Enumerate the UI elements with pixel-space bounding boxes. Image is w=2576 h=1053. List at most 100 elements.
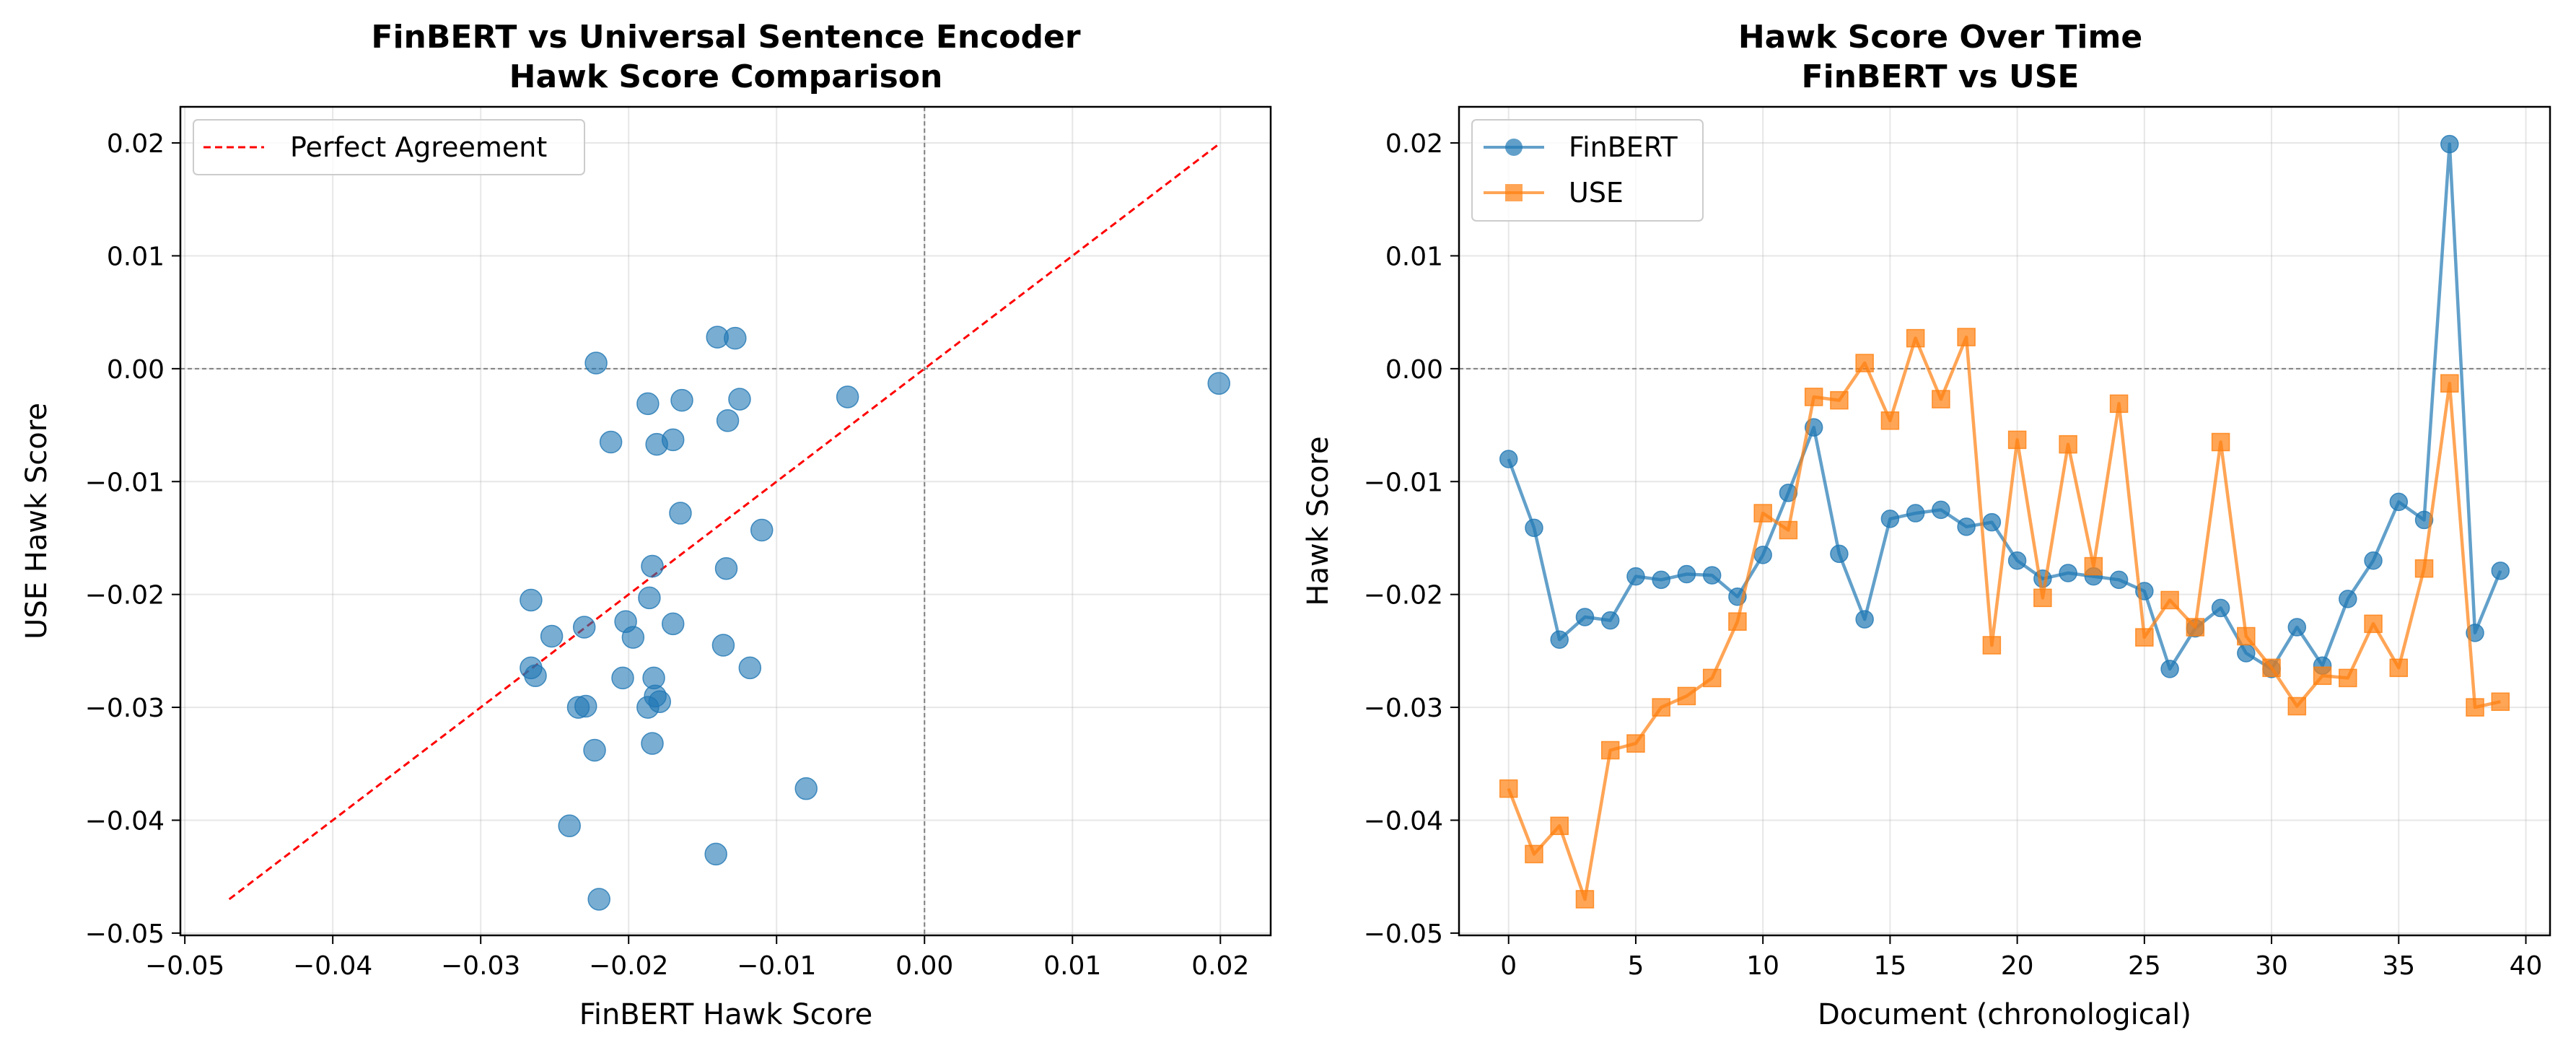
series-point-finbert (2339, 590, 2357, 608)
y-tick-label: −0.02 (85, 581, 165, 611)
x-tick-label: 10 (1746, 951, 1779, 981)
series-point-use (1880, 411, 1900, 430)
y-tick-label: −0.02 (1364, 581, 1443, 611)
series-point-finbert (2491, 562, 2510, 580)
y-tick-label: 0.01 (107, 242, 165, 271)
series-point-use (2135, 628, 2154, 647)
series-point-finbert (1855, 610, 1874, 629)
scatter-points (228, 141, 1230, 911)
scatter-point (794, 777, 818, 800)
series-point-use (1600, 740, 1620, 760)
scatter-point (728, 388, 751, 411)
series-point-finbert (1753, 546, 1772, 564)
series-point-finbert (1525, 518, 1543, 538)
y-tick-label: −0.03 (85, 694, 165, 723)
series-point-finbert (2440, 134, 2459, 154)
series-point-finbert (1626, 567, 1645, 586)
timeline-ticks: 0 5 10 15 20 25 30 35 40 −0.05 −0.04 −0.03 −0.02 −0.0… (1364, 129, 2543, 981)
series-point-use (2084, 556, 2103, 576)
scatter-point (587, 888, 610, 911)
y-tick-label: −0.04 (85, 806, 165, 836)
scatter-point (714, 556, 738, 580)
scatter-point (599, 430, 623, 454)
x-tick-label: 5 (1627, 951, 1644, 981)
series-point-finbert (2109, 570, 2129, 590)
series-point-finbert (2160, 660, 2179, 678)
scatter-point (642, 666, 665, 690)
series-point-finbert (1575, 608, 1595, 626)
series-point-use (1626, 734, 1645, 753)
scatter-point (704, 842, 727, 866)
x-tick-label: 0.00 (895, 951, 953, 981)
scatter-point (524, 664, 547, 688)
series-point-use (2059, 434, 2077, 454)
scatter-legend-box (193, 119, 585, 175)
scatter-point (706, 325, 729, 349)
x-tick-label: 25 (2128, 951, 2161, 981)
scatter-point (648, 690, 672, 713)
legend-perfect-agreement-label: Perfect Agreement (290, 131, 547, 163)
series-point-finbert (1550, 630, 1569, 649)
series-point-finbert (2059, 564, 2077, 582)
series-point-finbert (1652, 570, 1670, 590)
series-point-finbert (1957, 517, 1976, 536)
series-point-finbert (1702, 566, 1722, 585)
scatter-point (836, 385, 859, 408)
scatter-ticks: −0.05 −0.04 −0.03 −0.02 −0.01 0.00 0.01 0.02 −0.… (85, 129, 1250, 981)
series-point-use (2287, 696, 2307, 716)
series-point-finbert (2033, 569, 2052, 588)
series-point-use (2186, 618, 2205, 637)
series-point-use (2007, 430, 2027, 450)
y-tick-label: −0.05 (1364, 919, 1443, 949)
series-point-finbert (2211, 598, 2230, 618)
scatter-reference-lines (180, 107, 1271, 935)
y-tick-label: 0.02 (1385, 129, 1443, 159)
y-tick-label: −0.05 (85, 919, 165, 949)
series-point-finbert (1677, 564, 1696, 584)
series-point-finbert (1499, 450, 1518, 468)
scatter-y-axis-label: USE Hawk Score (20, 403, 53, 639)
series-point-use (2262, 658, 2281, 678)
series-point-use (2109, 394, 2129, 414)
timeline-title-line2: FinBERT vs USE (1802, 58, 2080, 95)
scatter-point (583, 738, 606, 762)
x-tick-label: 0 (1500, 951, 1517, 981)
scatter-point (636, 392, 660, 416)
series-point-finbert (1906, 504, 1925, 523)
timeline-legend: FinBERT USE (1471, 119, 1704, 222)
timeline-panel: Hawk Score Over Time FinBERT vs USE 0 5 10… (1302, 19, 2551, 1031)
timeline-series (1499, 134, 2510, 909)
x-tick-label: −0.03 (441, 951, 520, 981)
scatter-point (572, 616, 596, 639)
series-point-use (1702, 668, 1722, 688)
series-point-use (2033, 588, 2052, 608)
scatter-legend: Perfect Agreement (193, 119, 585, 175)
y-tick-label: −0.01 (85, 468, 165, 497)
scatter-point (520, 588, 543, 612)
series-point-use (1855, 354, 1874, 372)
legend-finbert-marker (1505, 139, 1523, 156)
series-point-use (1932, 390, 1950, 408)
series-point-use (2160, 590, 2179, 610)
series-point-use (1652, 698, 1670, 717)
series-point-finbert (2287, 618, 2307, 637)
x-tick-label: 0.01 (1043, 951, 1101, 981)
series-point-finbert (2237, 644, 2256, 663)
timeline-gridlines (1459, 107, 2550, 935)
y-tick-label: 0.01 (1385, 242, 1443, 271)
series-point-use (2389, 658, 2409, 678)
y-tick-label: 0.00 (1385, 355, 1443, 385)
scatter-point (641, 554, 664, 578)
series-point-use (2466, 698, 2484, 717)
x-tick-label: 40 (2510, 951, 2543, 981)
scatter-title-line2: Hawk Score Comparison (509, 58, 943, 95)
x-tick-label: −0.04 (293, 951, 372, 981)
x-tick-label: 20 (2001, 951, 2034, 981)
scatter-point (621, 626, 645, 649)
series-point-finbert (1982, 512, 2002, 532)
scatter-point (670, 388, 693, 412)
scatter-point (750, 518, 774, 542)
series-point-finbert (2389, 492, 2409, 512)
